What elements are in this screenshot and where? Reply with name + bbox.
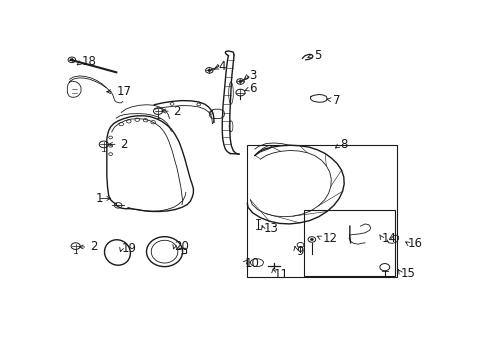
Bar: [303, 210, 395, 276]
Text: 18: 18: [82, 55, 97, 68]
Text: 5: 5: [314, 49, 321, 62]
Circle shape: [310, 238, 314, 240]
Circle shape: [71, 59, 73, 61]
Text: 2: 2: [173, 105, 181, 118]
Text: 2: 2: [90, 240, 97, 253]
Text: 2: 2: [120, 138, 127, 151]
Text: 7: 7: [333, 94, 340, 107]
Text: 17: 17: [116, 85, 131, 98]
Text: 13: 13: [263, 222, 278, 235]
Bar: [246, 145, 396, 278]
Circle shape: [208, 69, 211, 72]
Text: 14: 14: [382, 232, 397, 245]
Text: 9: 9: [296, 244, 303, 258]
Text: 12: 12: [322, 232, 338, 245]
Text: 6: 6: [249, 82, 257, 95]
Text: 8: 8: [341, 138, 348, 151]
Text: 1: 1: [96, 192, 103, 205]
Text: 20: 20: [174, 240, 189, 253]
Text: 4: 4: [219, 60, 226, 73]
Text: 15: 15: [401, 267, 416, 280]
Text: 19: 19: [121, 242, 136, 255]
Text: 11: 11: [274, 268, 289, 281]
Text: 16: 16: [408, 237, 423, 250]
Text: 10: 10: [245, 257, 259, 270]
Circle shape: [239, 80, 242, 82]
Text: 3: 3: [249, 68, 257, 82]
